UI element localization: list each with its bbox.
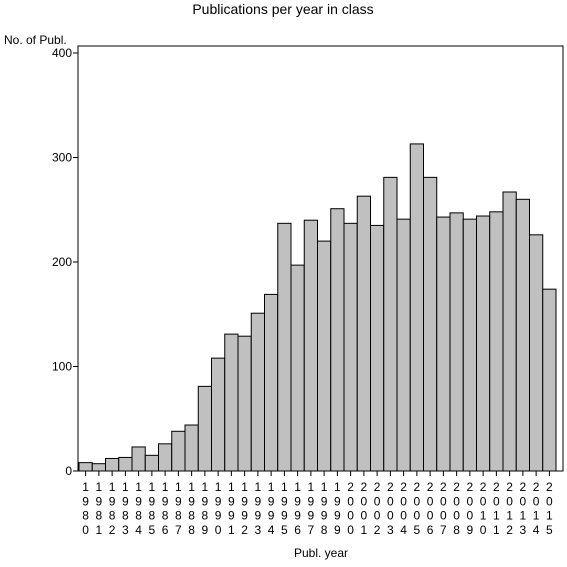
bar-2003 [383, 176, 398, 472]
bar-2007 [436, 216, 451, 472]
bar-2000 [343, 222, 358, 472]
x-axis-ticks: 1 9 8 0 1 9 8 1 1 9 8 2 1 9 8 3 1 9 8 4 1 9 8 5 1 9 8 6 1 9 8 7 1 9 8 8 1 9 8 9… [82, 471, 553, 537]
bar-1986 [158, 443, 173, 472]
bar-2011 [489, 211, 504, 472]
bar-1983 [118, 456, 133, 472]
chart-title: Publications per year in class [192, 1, 373, 17]
y-tick-label: 200 [52, 255, 72, 269]
y-tick-label: 400 [52, 46, 72, 60]
bar-1995 [277, 222, 292, 472]
bar-1993 [250, 312, 265, 472]
y-tick-label: 100 [52, 360, 72, 374]
bar-2006 [423, 176, 438, 472]
bar-1985 [144, 454, 159, 472]
bar-2014 [529, 234, 544, 472]
bars-layer [78, 143, 557, 472]
bar-2001 [356, 195, 371, 472]
bar-2010 [476, 215, 491, 472]
y-axis-ticks: 0 100 200 300 400 [52, 46, 78, 478]
plot-frame [77, 45, 564, 472]
plot-frame-rect [77, 45, 564, 472]
bar-1989 [197, 385, 212, 472]
bar-1980 [78, 462, 93, 472]
bar-1999 [330, 208, 345, 472]
bar-1982 [105, 457, 120, 472]
y-tick-label: 0 [65, 464, 72, 478]
bar-1992 [237, 335, 252, 472]
bar-1987 [171, 430, 186, 472]
bar-1994 [264, 293, 279, 472]
bar-1990 [211, 357, 226, 472]
bar-2015 [542, 288, 557, 472]
y-tick-label: 300 [52, 151, 72, 165]
bar-2004 [396, 218, 411, 472]
y-axis-label: No. of Publ. [4, 33, 67, 47]
x-axis-label: Publ. year [294, 546, 348, 560]
bar-1996 [290, 264, 305, 472]
bar-1998 [317, 240, 332, 472]
bar-1984 [131, 446, 146, 472]
bar-1991 [224, 333, 239, 472]
bar-2008 [449, 212, 464, 472]
bar-1997 [303, 219, 318, 472]
bar-2002 [370, 224, 385, 472]
bar-2012 [502, 191, 517, 472]
bar-2009 [462, 218, 477, 472]
bar-2013 [515, 198, 530, 472]
bar-1981 [91, 463, 106, 472]
bar-1988 [184, 424, 199, 472]
bar-2005 [409, 143, 424, 472]
